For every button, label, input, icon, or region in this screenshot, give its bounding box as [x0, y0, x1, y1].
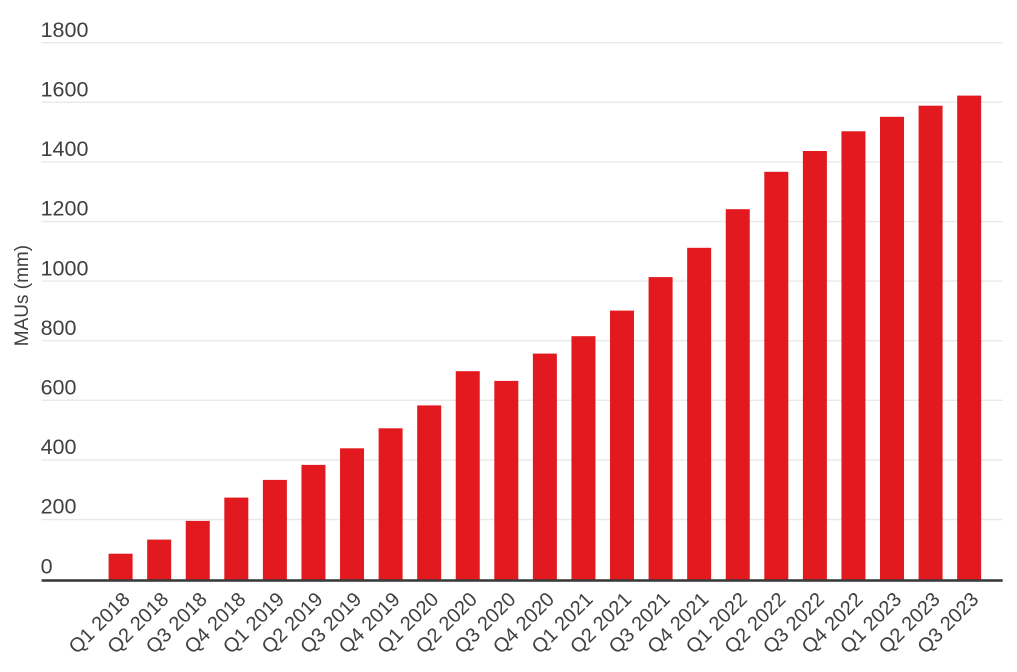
svg-text:200: 200	[41, 495, 77, 519]
svg-text:400: 400	[41, 435, 77, 459]
svg-text:0: 0	[41, 554, 53, 578]
svg-text:1800: 1800	[41, 18, 89, 42]
svg-text:MAUs (mm): MAUs (mm)	[12, 245, 33, 346]
svg-text:1400: 1400	[41, 137, 89, 161]
svg-text:1000: 1000	[41, 256, 89, 280]
svg-text:800: 800	[41, 316, 77, 340]
svg-text:1600: 1600	[41, 78, 89, 102]
svg-text:1200: 1200	[41, 197, 89, 221]
svg-text:600: 600	[41, 376, 77, 400]
